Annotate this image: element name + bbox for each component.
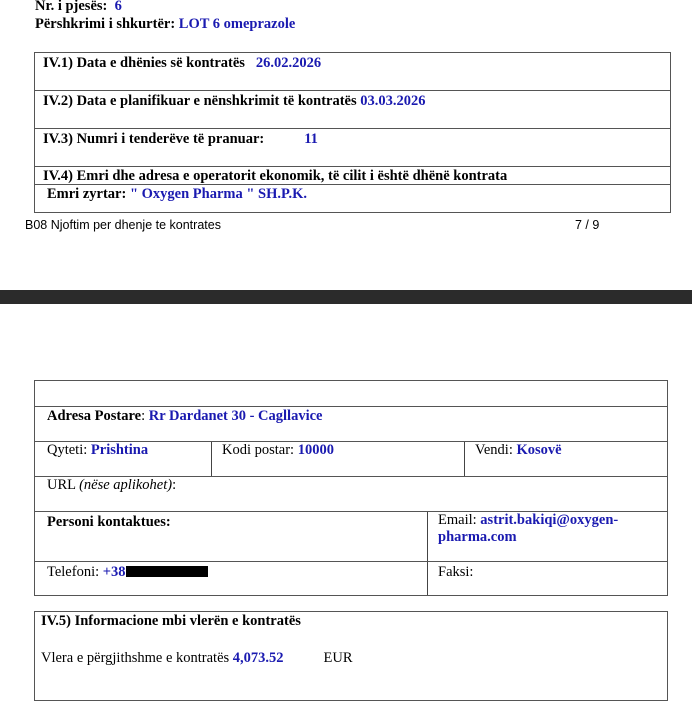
short-desc-label: Përshkrimi i shkurtër: [35,16,176,32]
contact-row: Personi kontaktues: Email: astrit.bakiqi… [35,511,667,561]
postal-code-value: 10000 [297,442,334,458]
email-value-line1: astrit.bakiqi@oxygen- [480,512,619,528]
postal-address-row: Adresa Postare: Rr Dardanet 30 - Cagllav… [35,406,667,441]
official-name-row: Emri zyrtar: " Oxygen Pharma " SH.P.K. [35,184,670,212]
iv5-label: IV.5) Informacione mbi vlerën e kontratë… [41,613,301,629]
iv3-label: IV.3) Numri i tenderëve të pranuar: [43,131,265,147]
postal-code-label: Kodi postar: [222,442,295,458]
page-separator [0,290,692,304]
iv1-row: IV.1) Data e dhënies së kontratës 26.02.… [43,55,321,72]
total-value: 4,073.52 [232,650,284,666]
phone-label: Telefoni: [47,564,100,580]
fax-label: Faksi: [438,564,474,580]
iv2-label: IV.2) Data e planifikuar e nënshkrimit t… [43,93,357,109]
iv4-row: IV.4) Emri dhe adresa e operatorit ekono… [35,166,670,185]
footer-page-number: 7 / 9 [575,218,600,232]
part-number: Nr. i pjesës: 6 [35,0,122,14]
url-row: URL (nëse aplikohet): [35,476,667,511]
city-row: Qyteti: Prishtina Kodi postar: 10000 Ven… [35,441,667,476]
operator-address-table: Adresa Postare: Rr Dardanet 30 - Cagllav… [34,380,668,596]
part-number-value: 6 [114,0,122,14]
city-label: Qyteti: [47,442,88,458]
iv1-value: 26.02.2026 [255,55,322,71]
footer-title: B08 Njoftim per dhenje te kontrates [25,218,221,232]
official-name-label: Emri zyrtar [47,186,122,202]
iv1-label: IV.1) Data e dhënies së kontratës [43,55,245,71]
short-desc-value: LOT 6 omeprazole [178,16,296,32]
contract-info-table: IV.1) Data e dhënies së kontratës 26.02.… [34,52,671,213]
city-value: Prishtina [90,442,149,458]
url-hint: (nëse aplikohet) [79,477,173,493]
iv3-value: 11 [304,131,318,147]
phone-redaction [125,566,208,577]
total-value-label: Vlera e përgjithshme e kontratës [41,650,230,666]
iv3-row: IV.3) Numri i tenderëve të pranuar: 11 [35,128,670,166]
iv2-value: 03.03.2026 [360,93,426,109]
iv2-row: IV.2) Data e planifikuar e nënshkrimit t… [35,90,670,128]
part-number-label: Nr. i pjesës [35,0,103,14]
contract-value-section: IV.5) Informacione mbi vlerën e kontratë… [34,611,668,701]
country-value: Kosovë [516,442,562,458]
postal-address-label: Adresa Postare [47,408,142,424]
official-name-value: " Oxygen Pharma " SH.P.K. [129,186,308,202]
email-label: Email: [438,512,477,528]
postal-address-value: Rr Dardanet 30 - Cagllavice [148,408,323,424]
email-value-line2: pharma.com [438,529,517,545]
short-description: Përshkrimi i shkurtër: LOT 6 omeprazole [35,16,295,33]
total-value-row: Vlera e përgjithshme e kontratës 4,073.5… [41,650,353,667]
iv4-label: IV.4) Emri dhe adresa e operatorit ekono… [43,168,508,184]
contact-label: Personi kontaktues [47,514,166,530]
phone-row: Telefoni: +38 Faksi: [35,561,667,595]
url-label: URL [47,477,76,493]
currency: EUR [323,650,353,666]
phone-value: +38 [102,564,126,580]
country-label: Vendi: [475,442,513,458]
